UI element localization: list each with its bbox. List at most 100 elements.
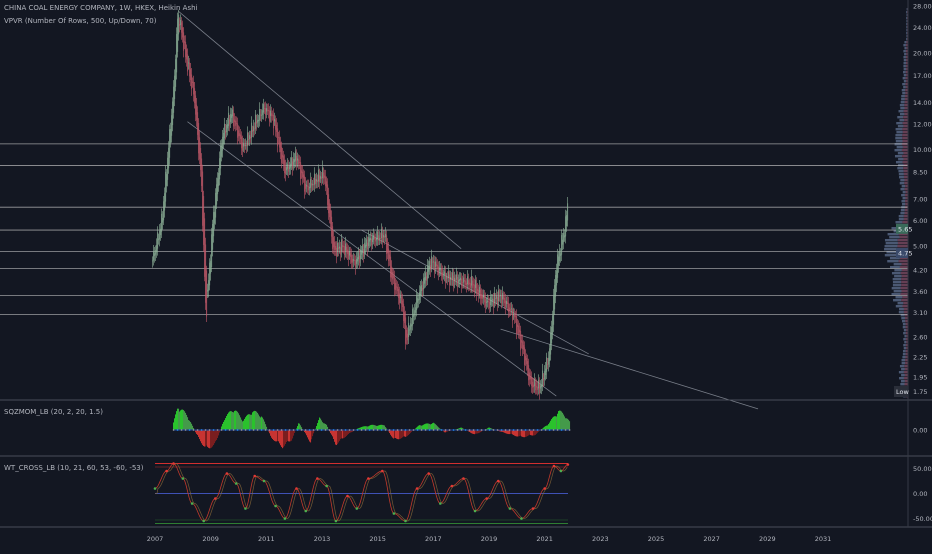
candle-body bbox=[418, 299, 420, 301]
time-axis[interactable]: 2007 2009 2011 2013 2015 2017 2019 2021 2023 2025… bbox=[147, 535, 832, 543]
candle-body bbox=[377, 231, 379, 239]
sqz-cross-dot bbox=[484, 429, 487, 431]
wt-cross-legend[interactable]: WT_CROSS_LB (10, 21, 60, 53, -60, -53) bbox=[4, 464, 144, 472]
sqz-bar bbox=[546, 425, 548, 430]
candle-body bbox=[440, 268, 442, 270]
sqz-bar bbox=[347, 430, 349, 435]
candle-body bbox=[530, 375, 532, 380]
candle-body bbox=[461, 278, 463, 287]
wt-cross-dot bbox=[392, 512, 396, 515]
candle-body bbox=[501, 295, 503, 304]
sqz-bar bbox=[469, 430, 471, 433]
wt-cross-dot bbox=[244, 507, 247, 510]
sqz-bar bbox=[388, 430, 390, 432]
sqz-cross-dot bbox=[444, 429, 447, 431]
sqz-bar bbox=[472, 430, 474, 434]
sqz-bar bbox=[509, 430, 511, 435]
candle-body bbox=[521, 340, 523, 343]
candle-body bbox=[372, 237, 374, 243]
wt-cross-dot bbox=[181, 477, 185, 480]
candle-body bbox=[480, 289, 482, 299]
candle-body bbox=[458, 279, 460, 282]
sqz-bar bbox=[318, 420, 320, 430]
vpvr-row-down bbox=[905, 86, 908, 89]
sqz-bar bbox=[251, 414, 253, 430]
sqz-bar bbox=[324, 423, 326, 430]
vpvr-row-down bbox=[905, 344, 908, 347]
vpvr-row-down bbox=[901, 299, 908, 302]
candle-body bbox=[255, 114, 257, 129]
sqz-bar bbox=[227, 414, 229, 430]
sqz-bar bbox=[214, 430, 216, 444]
candle-body bbox=[152, 260, 154, 262]
candle-body bbox=[274, 118, 276, 122]
candle-body bbox=[366, 239, 368, 247]
sqz-bar bbox=[232, 411, 234, 430]
sqz-bar bbox=[499, 430, 501, 432]
sqz-bar bbox=[370, 425, 372, 430]
candle-body bbox=[210, 260, 212, 274]
sqz-bar bbox=[289, 430, 291, 442]
sqz-bar bbox=[377, 425, 379, 430]
vpvr-row-up bbox=[901, 200, 906, 203]
candle-body bbox=[421, 285, 423, 292]
sqz-bar bbox=[430, 424, 432, 430]
candle-body bbox=[270, 110, 272, 116]
vpvr-row-up bbox=[895, 161, 903, 164]
vpvr-row-down bbox=[904, 179, 908, 182]
sqz-bar bbox=[404, 430, 406, 437]
vpvr-row-up bbox=[900, 383, 905, 386]
candle-body bbox=[354, 260, 356, 261]
sqz-bar bbox=[399, 430, 401, 440]
sqzmom-legend[interactable]: SQZMOM_LB (20, 2, 20, 1.5) bbox=[4, 408, 103, 416]
sqz-cross-dot bbox=[272, 429, 275, 431]
candle-body bbox=[499, 295, 501, 297]
candle-body bbox=[514, 314, 516, 318]
candle-body bbox=[536, 386, 538, 388]
sqz-cross-dot bbox=[540, 429, 543, 431]
candle-body bbox=[328, 194, 330, 214]
sqz-bar bbox=[544, 426, 546, 430]
candle-body bbox=[455, 279, 457, 281]
sqz-bar bbox=[344, 430, 346, 438]
sqz-bar bbox=[463, 428, 465, 430]
vpvr-legend[interactable]: VPVR (Number Of Rows, 500, Up/Down, 70) bbox=[4, 17, 157, 25]
candle-body bbox=[459, 278, 461, 281]
time-tick-label: 2013 bbox=[314, 535, 331, 543]
time-tick-label: 2027 bbox=[703, 535, 720, 543]
sqz-cross-dot bbox=[424, 429, 427, 431]
sqz-bar bbox=[501, 430, 503, 432]
vpvr-row-up bbox=[901, 368, 905, 371]
time-tick-label: 2029 bbox=[759, 535, 776, 543]
candle-body bbox=[225, 130, 227, 134]
vpvr-row-up bbox=[906, 26, 908, 29]
candle-body bbox=[233, 112, 235, 127]
candle-body bbox=[402, 300, 404, 308]
vpvr-row-up bbox=[893, 263, 902, 266]
vpvr-row-up bbox=[899, 119, 905, 122]
horizontal-levels[interactable] bbox=[0, 143, 908, 316]
candle-body bbox=[360, 250, 362, 260]
chart-title[interactable]: CHINA COAL ENERGY COMPANY, 1W, HKEX, Hei… bbox=[4, 4, 198, 12]
trendline bbox=[500, 328, 759, 410]
sqz-bar bbox=[334, 430, 336, 442]
sqz-cross-dot bbox=[276, 429, 279, 431]
candle-body bbox=[279, 137, 281, 148]
vpvr-row-down bbox=[906, 80, 908, 83]
wt-cross-dot bbox=[190, 502, 194, 505]
candle-body bbox=[218, 172, 220, 186]
wt-cross-dot bbox=[496, 479, 500, 483]
price-axis[interactable]: 28.00 24.00 20.00 17.00 14.00 12.00 10.00 8.50 7… bbox=[894, 3, 932, 398]
trendlines[interactable] bbox=[177, 10, 759, 410]
candle-body bbox=[194, 88, 196, 104]
sqz-cross-dot bbox=[440, 429, 443, 431]
sqz-bar bbox=[261, 416, 263, 430]
pane-separators[interactable] bbox=[0, 0, 932, 528]
wt-tick-label: 50.00 bbox=[913, 465, 932, 473]
sqz-cross-dot bbox=[180, 429, 183, 431]
sqz-bar bbox=[276, 430, 278, 442]
candle-body bbox=[406, 330, 408, 338]
vpvr-row-up bbox=[903, 332, 906, 335]
